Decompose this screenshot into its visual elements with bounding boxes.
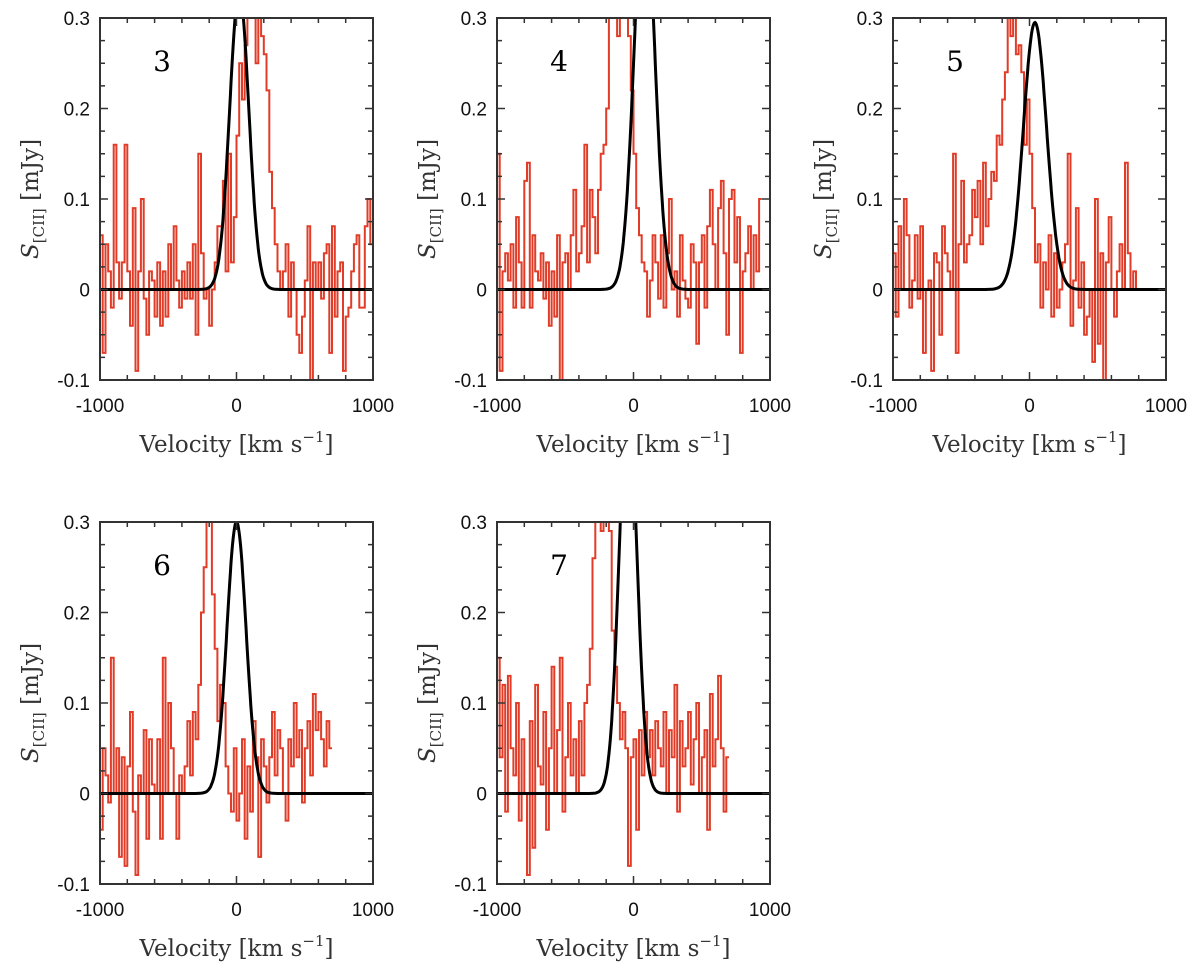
gaussian-fit-line [497,522,770,795]
x-tick-label: 0 [231,900,242,921]
y-tick-label: 0 [79,785,90,806]
y-tick-label: 0.2 [461,604,487,625]
y-axis-title: S[CII] [mJy] [811,139,841,259]
panel-number: 7 [550,549,568,582]
y-tick-label: 0.3 [64,9,90,30]
x-tick-label: 0 [1024,396,1035,417]
spectrum-line [100,522,332,876]
y-tick-label: -0.1 [454,371,487,392]
y-tick-label: 0.1 [461,190,487,211]
y-tick-label: -0.1 [454,875,487,896]
x-axis-title: Velocity [km s−1] [138,428,333,458]
gaussian-fit-line [497,18,770,291]
y-tick-label: 0.1 [857,190,883,211]
gaussian-fit-line [100,522,373,795]
spectrum-line [100,18,373,380]
gaussian-fit-line [100,18,373,291]
gaussian-fit-line [893,20,1166,291]
y-tick-label: 0 [476,281,487,302]
y-tick-label: 0 [872,281,883,302]
panel-number: 5 [946,45,964,78]
x-axis-title: Velocity [km s−1] [138,932,333,962]
y-tick-label: 0.3 [64,513,90,534]
y-tick-label: 0.1 [64,694,90,715]
y-tick-label: 0.2 [64,100,90,121]
panel-number: 3 [153,45,171,78]
y-axis-title: S[CII] [mJy] [18,139,48,259]
x-axis-title: Velocity [km s−1] [535,932,730,962]
x-tick-label: -1000 [76,900,125,921]
panel-number: 4 [550,45,568,78]
y-tick-label: -0.1 [57,371,90,392]
x-tick-label: -1000 [76,396,125,417]
panel-3: -1000 0 1000 -0.1 0 0.1 0.2 0.3 Velocity [km s−1… [18,9,394,458]
y-tick-label: 0.2 [461,100,487,121]
axes-frame [99,521,374,885]
x-axis-title: Velocity [km s−1] [931,428,1126,458]
x-tick-label: 1000 [749,900,791,921]
x-tick-label: -1000 [473,396,522,417]
y-tick-label: 0.1 [461,694,487,715]
spectrum-line [497,522,729,876]
x-tick-label: 1000 [1145,396,1187,417]
y-axis-title: S[CII] [mJy] [415,643,445,763]
y-tick-label: 0 [476,785,487,806]
x-tick-label: 1000 [352,396,394,417]
panel-4: -1000 0 1000 -0.1 0 0.1 0.2 0.3 Velocity [km s−1… [415,9,791,458]
panel-number: 6 [153,549,171,582]
x-tick-label: 0 [628,900,639,921]
y-tick-label: 0.1 [64,190,90,211]
spectrum-line [497,18,762,380]
y-axis-title: S[CII] [mJy] [415,139,445,259]
x-axis-title: Velocity [km s−1] [535,428,730,458]
x-tick-label: 1000 [749,396,791,417]
panel-6: -1000 0 1000 -0.1 0 0.1 0.2 0.3 Velocity [km s−1… [18,513,394,962]
spectrum-line [893,18,1142,380]
y-tick-label: 0.3 [857,9,883,30]
panel-7: -1000 0 1000 -0.1 0 0.1 0.2 0.3 Velocity [km s−1… [415,513,791,962]
y-tick-label: -0.1 [57,875,90,896]
x-tick-label: -1000 [473,900,522,921]
x-tick-label: -1000 [869,396,918,417]
y-tick-label: 0.2 [857,100,883,121]
x-tick-label: 0 [231,396,242,417]
y-tick-label: 0.3 [461,9,487,30]
panel-5: -1000 0 1000 -0.1 0 0.1 0.2 0.3 Velocity [km s−1… [811,9,1187,458]
x-tick-label: 1000 [352,900,394,921]
x-tick-label: 0 [628,396,639,417]
y-tick-label: 0 [79,281,90,302]
y-tick-label: -0.1 [850,371,883,392]
y-tick-label: 0.2 [64,604,90,625]
y-axis-title: S[CII] [mJy] [18,643,48,763]
y-tick-label: 0.3 [461,513,487,534]
